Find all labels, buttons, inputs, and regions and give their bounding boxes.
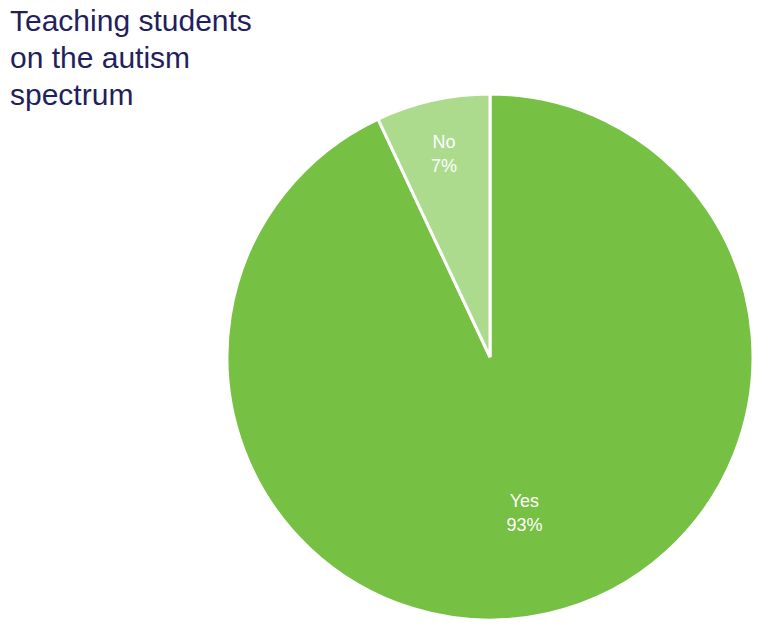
svg-text:No7%: No7% [431,132,457,176]
svg-text:Yes93%: Yes93% [506,491,542,535]
html-text:Teaching students on the autis: Teaching students on the autism spectrum [10,4,252,111]
